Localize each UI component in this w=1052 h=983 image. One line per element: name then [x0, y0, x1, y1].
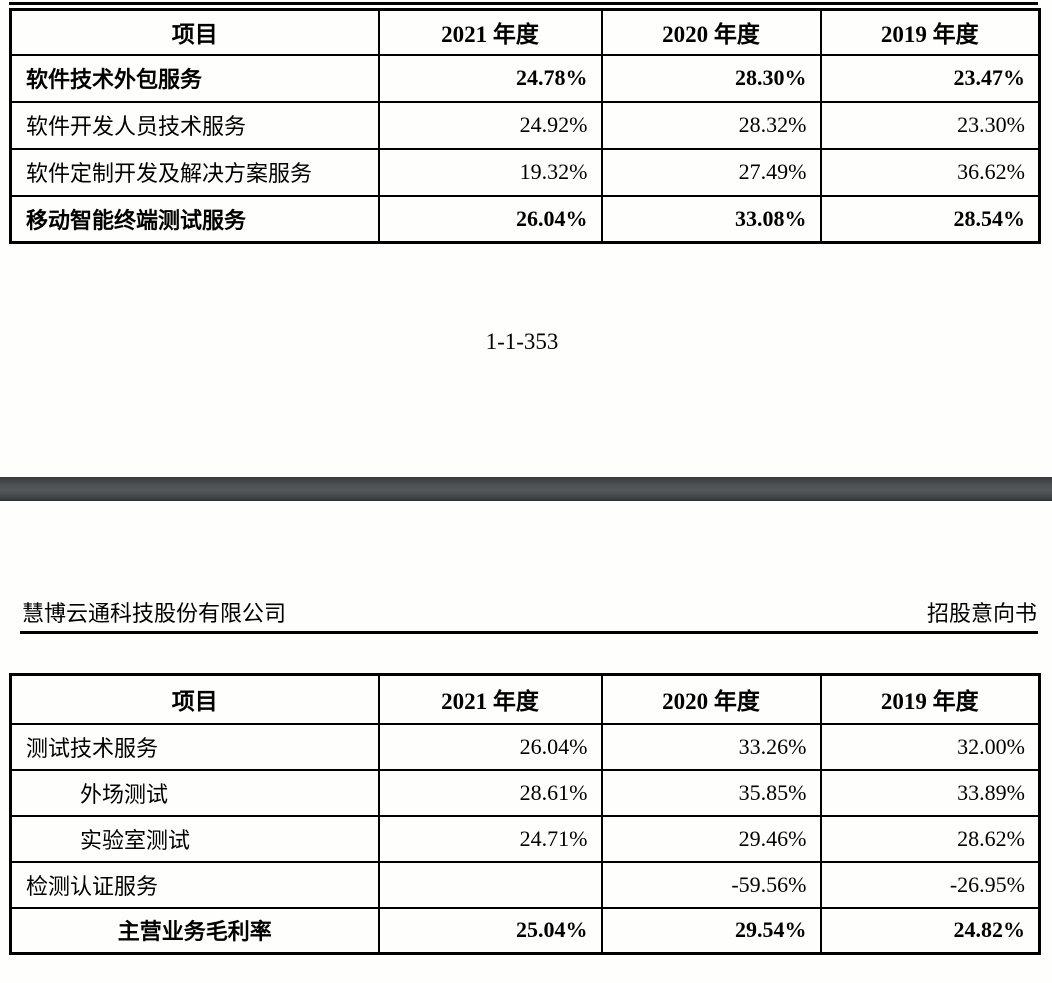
gross-margin-table-outsourcing: 项目 2021 年度 2020 年度 2019 年度 软件技术外包服务 24.7…	[9, 8, 1041, 244]
row-label: 检测认证服务	[9, 860, 380, 909]
value-2020: 29.46%	[600, 814, 822, 863]
company-name: 慧博云通科技股份有限公司	[22, 601, 287, 626]
table-row: 软件定制开发及解决方案服务 19.32% 27.49% 36.62%	[9, 147, 1041, 197]
column-header-2020: 2020 年度	[600, 8, 822, 56]
table-row: 软件开发人员技术服务 24.92% 28.32% 23.30%	[9, 100, 1041, 150]
value-2019: 23.30%	[819, 100, 1041, 150]
row-label: 测试技术服务	[9, 722, 380, 771]
value-2019: -26.95%	[819, 860, 1041, 909]
value-2020: 28.30%	[600, 53, 822, 103]
value-2021: 24.78%	[377, 53, 603, 103]
value-2020: 29.54%	[600, 906, 822, 955]
value-2019: 28.62%	[819, 814, 1041, 863]
table-row: 实验室测试 24.71% 29.46% 28.62%	[9, 814, 1041, 863]
row-label: 主营业务毛利率	[9, 906, 380, 955]
value-2020: 27.49%	[600, 147, 822, 197]
column-header-item: 项目	[9, 673, 380, 725]
page-number: 1-1-353	[485, 329, 559, 354]
value-2021: 24.71%	[377, 814, 603, 863]
value-2020: -59.56%	[600, 860, 822, 909]
value-2019: 28.54%	[819, 194, 1041, 244]
value-2020: 28.32%	[600, 100, 822, 150]
value-2020: 35.85%	[600, 768, 822, 817]
value-2020: 33.26%	[600, 722, 822, 771]
column-header-2019: 2019 年度	[819, 673, 1041, 725]
table-row: 软件技术外包服务 24.78% 28.30% 23.47%	[9, 53, 1041, 103]
row-label: 外场测试	[9, 768, 380, 817]
row-label: 软件定制开发及解决方案服务	[9, 147, 380, 197]
table-row: 外场测试 28.61% 35.85% 33.89%	[9, 768, 1041, 817]
column-header-2019: 2019 年度	[819, 8, 1041, 56]
table-row: 检测认证服务 -59.56% -26.95%	[9, 860, 1041, 909]
value-2021: 26.04%	[377, 194, 603, 244]
document-type: 招股意向书	[926, 601, 1037, 626]
table-row: 移动智能终端测试服务 26.04% 33.08% 28.54%	[9, 194, 1041, 244]
value-2021: 24.92%	[377, 100, 603, 150]
page-separator-bar	[0, 477, 1052, 501]
value-2021: 19.32%	[377, 147, 603, 197]
value-2021: 28.61%	[377, 768, 603, 817]
value-2021: 25.04%	[377, 906, 603, 955]
table-row: 测试技术服务 26.04% 33.26% 32.00%	[9, 722, 1041, 771]
column-header-item: 项目	[9, 8, 380, 56]
value-2019: 23.47%	[819, 53, 1041, 103]
table-cut-edge	[9, 2, 1038, 5]
header-underline	[20, 631, 1038, 634]
table-header-row: 项目 2021 年度 2020 年度 2019 年度	[9, 8, 1041, 56]
page-header: 慧博云通科技股份有限公司 招股意向书	[22, 600, 1037, 628]
column-header-2021: 2021 年度	[377, 8, 603, 56]
value-2019: 32.00%	[819, 722, 1041, 771]
row-label: 软件开发人员技术服务	[9, 100, 380, 150]
value-2021: 26.04%	[377, 722, 603, 771]
table-header-row: 项目 2021 年度 2020 年度 2019 年度	[9, 673, 1041, 725]
row-label: 移动智能终端测试服务	[9, 194, 380, 244]
table-row-total: 主营业务毛利率 25.04% 29.54% 24.82%	[9, 906, 1041, 955]
row-label: 实验室测试	[9, 814, 380, 863]
value-2019: 33.89%	[819, 768, 1041, 817]
value-2021	[377, 860, 603, 909]
gross-margin-table-testing: 项目 2021 年度 2020 年度 2019 年度 测试技术服务 26.04%…	[9, 673, 1041, 955]
column-header-2020: 2020 年度	[600, 673, 822, 725]
value-2020: 33.08%	[600, 194, 822, 244]
value-2019: 24.82%	[819, 906, 1041, 955]
row-label: 软件技术外包服务	[9, 53, 380, 103]
column-header-2021: 2021 年度	[377, 673, 603, 725]
value-2019: 36.62%	[819, 147, 1041, 197]
